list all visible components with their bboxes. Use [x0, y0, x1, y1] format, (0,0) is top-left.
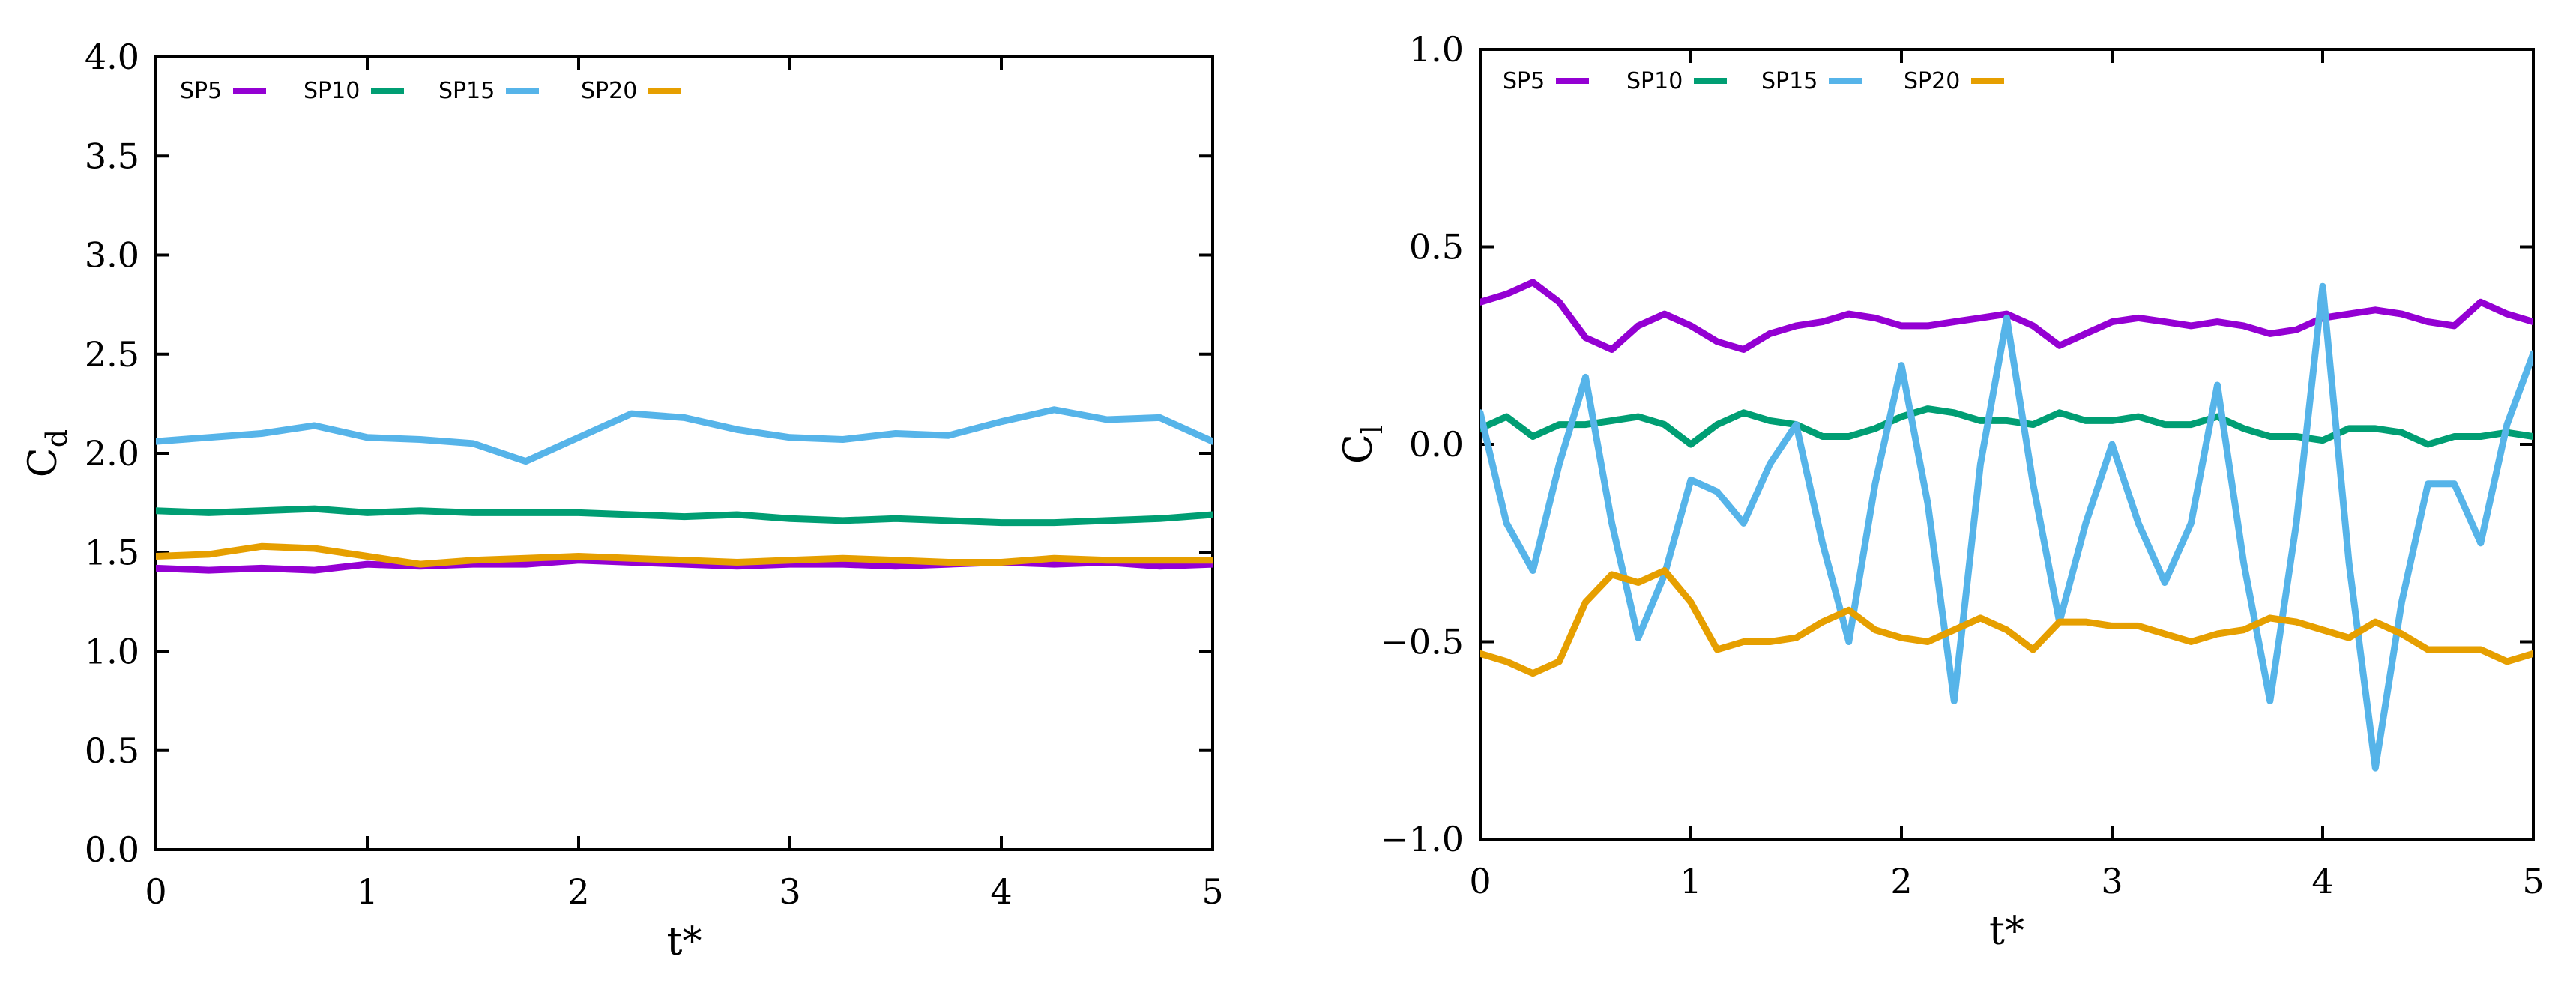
x-tick-label: 5 [2522, 861, 2544, 901]
y-tick-label: 1.5 [85, 532, 139, 572]
series-line-sp20 [156, 542, 1213, 568]
series-line-sp10 [156, 505, 1213, 527]
x-tick-label: 2 [567, 871, 589, 912]
y-tick-label: 1.0 [1409, 29, 1464, 70]
chart-panel-2: 0 1 2 3 4 5 −1.0 −0.5 0.0 0.5 1.0 t* Cl SP5 SP10 SP15 SP… [1336, 29, 2545, 954]
y-axis-label: Cl [1336, 425, 1389, 464]
plot-frame [154, 55, 1214, 851]
x-axis-label: t* [667, 919, 702, 964]
y-tick-label: 2.0 [85, 433, 139, 474]
y-tick-label: 3.5 [85, 136, 139, 176]
series-line-sp15 [156, 406, 1213, 465]
y-tick-label: 4.0 [85, 37, 139, 77]
x-tick-label: 1 [1680, 861, 1701, 901]
series-line-sp5 [1480, 279, 2533, 353]
x-tick-label: 1 [356, 871, 378, 912]
y-tick-label: −0.5 [1380, 622, 1464, 662]
legend-label-sp15: SP15 [438, 78, 495, 104]
series-line-sp10 [1480, 405, 2533, 448]
y-axis-label-subscript: l [1356, 425, 1389, 434]
y-axis-label-subscript: d [40, 429, 73, 447]
y-tick-label: 0.5 [85, 731, 139, 771]
y-tick-label: 0.0 [1409, 424, 1464, 465]
x-tick-label: 2 [1890, 861, 1912, 901]
y-tick-label: 1.0 [85, 632, 139, 672]
chart-panel-1: 0 1 2 3 4 5 0.0 0.5 1.0 1.5 2.0 2.5 3.0 3.5 4.0 t* Cd SP5… [21, 37, 1224, 964]
legend-label-sp15: SP15 [1761, 68, 1818, 94]
series-line-sp15 [1480, 282, 2533, 772]
x-tick-label: 0 [145, 871, 166, 912]
x-tick-label: 5 [1201, 871, 1223, 912]
series-line-sp5 [156, 557, 1213, 574]
y-axis-label: Cd [21, 429, 73, 477]
y-tick-label: 0.5 [1409, 227, 1464, 267]
legend-label-sp5: SP5 [1503, 68, 1545, 94]
y-tick-label: 2.5 [85, 334, 139, 375]
x-tick-label: 4 [990, 871, 1012, 912]
legend-label-sp10: SP10 [1626, 68, 1683, 94]
x-tick-label: 4 [2311, 861, 2333, 901]
y-tick-label: −1.0 [1380, 819, 1464, 859]
series-line-sp20 [1480, 567, 2533, 677]
legend-label-sp20: SP20 [1904, 68, 1960, 94]
legend-label-sp20: SP20 [581, 78, 637, 104]
y-tick-label: 0.0 [85, 829, 139, 870]
x-tick-label: 0 [1469, 861, 1491, 901]
plot-frame [1479, 48, 2535, 841]
legend-label-sp5: SP5 [180, 78, 222, 104]
y-tick-label: 3.0 [85, 235, 139, 276]
legend-label-sp10: SP10 [304, 78, 360, 104]
x-axis-label: t* [1989, 909, 2024, 954]
x-tick-label: 3 [779, 871, 800, 912]
x-tick-label: 3 [2101, 861, 2123, 901]
